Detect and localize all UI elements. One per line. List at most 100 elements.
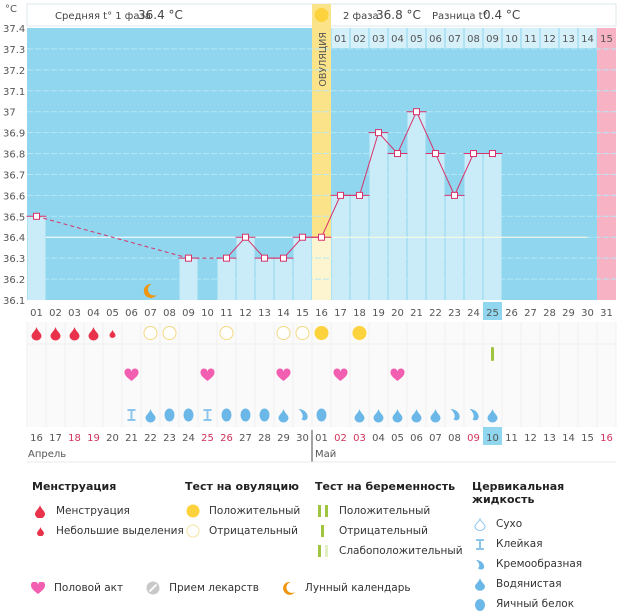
heart-icon <box>390 368 405 381</box>
legend-item: Слабоположительный <box>315 541 463 561</box>
post-ovulation-day-cell <box>445 28 464 48</box>
cycle-day-label: 13 <box>258 308 271 319</box>
temperature-point <box>337 191 344 199</box>
egg-white-icon <box>472 596 488 612</box>
temperature-point <box>375 129 382 137</box>
cycle-day-label: 30 <box>581 308 594 319</box>
creamy-icon <box>469 409 479 421</box>
month-label: Май <box>315 449 336 460</box>
y-tick-label: 36.4 <box>3 233 25 244</box>
legend-item: Клейкая <box>472 534 626 554</box>
temperature-bar <box>445 195 464 300</box>
calendar-date-label: 18 <box>68 433 81 444</box>
post-ovulation-day-cell <box>559 28 578 48</box>
calendar-date-label: 02 <box>334 433 347 444</box>
cycle-day-label: 05 <box>106 308 119 319</box>
cycle-day-label: 02 <box>49 308 62 319</box>
y-tick-label: 36.1 <box>3 296 25 307</box>
heart-icon <box>30 580 46 596</box>
ovulation-positive-icon <box>352 326 367 340</box>
calendar-date-label: 22 <box>144 433 157 444</box>
y-tick-label: 37.2 <box>3 66 25 77</box>
legend-item: Прием лекарств <box>145 578 259 598</box>
temperature-point <box>413 108 420 116</box>
temperature-point <box>318 233 325 241</box>
calendar-date-label: 25 <box>201 433 214 444</box>
cycle-day-label: 26 <box>505 308 518 319</box>
watery-drop-icon <box>278 409 289 423</box>
cycle-day-label: 06 <box>125 308 138 319</box>
bbt-chart: 01 02 03 04 05 06 07 08 09 10 11 12 13 14 15 36.1 36.2 36… <box>3 3 617 463</box>
temperature-bar <box>255 258 274 300</box>
post-ovulation-day-label: 06 <box>429 34 442 45</box>
temperature-bar <box>331 195 350 300</box>
legend-label: Отрицательный <box>339 525 428 537</box>
post-ovulation-day-label: 15 <box>600 34 613 45</box>
cycle-day-label: 11 <box>220 308 233 319</box>
legend-title: Тест на беременность <box>315 480 456 493</box>
calendar-date-label: 29 <box>277 433 290 444</box>
temperature-line-segment <box>321 195 341 238</box>
watery-drop-icon <box>373 409 384 423</box>
cycle-day-label: 18 <box>353 308 366 319</box>
legend-item: Положительный <box>185 501 300 521</box>
legend-other: Половой акт Прием лекарств Лунный календ… <box>30 578 433 598</box>
calendar-date-label: 14 <box>562 433 575 444</box>
diff-label: Разница t° <box>432 11 488 22</box>
dry-drop-icon <box>472 516 488 532</box>
legend-item: Лунный календарь <box>281 578 411 598</box>
post-ovulation-day-cell <box>597 28 616 48</box>
cycle-day-label: 10 <box>201 308 214 319</box>
legend-item: Сухо <box>472 514 626 534</box>
temperature-point <box>432 150 439 158</box>
cycle-day-label: 22 <box>429 308 442 319</box>
sticky-icon <box>127 409 136 421</box>
today-date-highlight <box>483 427 502 445</box>
temperature-point <box>394 150 401 158</box>
blood-drop-icon <box>88 327 99 341</box>
phase2-label: 2 фаза <box>343 11 379 22</box>
y-tick-label: 36.7 <box>3 170 25 181</box>
temperature-point <box>33 212 40 220</box>
temperature-bar <box>27 216 46 300</box>
small-blood-drop-icon <box>32 523 48 539</box>
legend-item: Отрицательный <box>315 521 463 541</box>
post-ovulation-day-label: 03 <box>372 34 385 45</box>
post-ovulation-day-cell <box>369 28 388 48</box>
y-tick-label: 37.1 <box>3 87 25 98</box>
cycle-day-label: 03 <box>68 308 81 319</box>
calendar-date-label: 11 <box>505 433 518 444</box>
heart-icon <box>333 368 348 381</box>
post-ovulation-day-cell <box>331 28 350 48</box>
post-ovulation-day-label: 04 <box>391 34 404 45</box>
faint-lines-icon <box>315 543 331 559</box>
calendar-date-label: 19 <box>87 433 100 444</box>
temperature-bar <box>426 153 445 300</box>
legend-label: Половой акт <box>54 582 124 594</box>
watery-drop-icon <box>430 409 441 423</box>
cycle-day-label: 21 <box>410 308 423 319</box>
temperature-line-segment <box>397 111 417 154</box>
ovulation-band-lower <box>312 237 331 300</box>
cycle-day-label: 12 <box>239 308 252 319</box>
calendar-date-label: 01 <box>315 433 328 444</box>
blood-drop-icon <box>50 327 61 341</box>
sticky-icon <box>203 409 212 421</box>
watery-drop-icon <box>487 409 498 423</box>
temperature-bar <box>350 195 369 300</box>
cycle-day-label: 16 <box>315 308 328 319</box>
period-band <box>597 28 616 300</box>
blood-drop-icon <box>32 503 48 519</box>
cycle-day-label: 14 <box>277 308 290 319</box>
cycle-day-label: 27 <box>524 308 537 319</box>
ovulation-negative-icon <box>219 326 234 340</box>
egg-white-icon <box>183 408 194 422</box>
ovulation-label: ОВУЛЯЦИЯ <box>318 32 329 87</box>
temperature-point <box>470 150 477 158</box>
phase1-label: Средняя t° 1 фаза <box>55 11 151 22</box>
y-tick-label: 36.2 <box>3 275 25 286</box>
phase2-value: 36.8 °C <box>376 8 421 22</box>
temperature-bar <box>179 258 198 300</box>
heart-icon <box>276 368 291 381</box>
temperature-point <box>489 150 496 158</box>
